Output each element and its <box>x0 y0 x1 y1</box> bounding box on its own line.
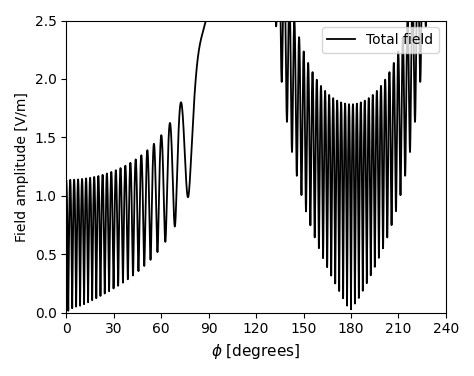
X-axis label: $\phi$ [degrees]: $\phi$ [degrees] <box>211 342 301 361</box>
Total field <box>310 107 316 111</box>
Line: Total field: Total field <box>66 0 446 311</box>
Total field <box>347 133 353 138</box>
Total field <box>133 159 138 164</box>
Legend: Total field: Total field <box>322 27 439 53</box>
Total field <box>65 308 71 313</box>
Total field <box>376 232 382 237</box>
Total field <box>64 179 69 183</box>
Y-axis label: Field amplitude [V/m]: Field amplitude [V/m] <box>15 92 29 241</box>
Total field <box>292 18 297 23</box>
